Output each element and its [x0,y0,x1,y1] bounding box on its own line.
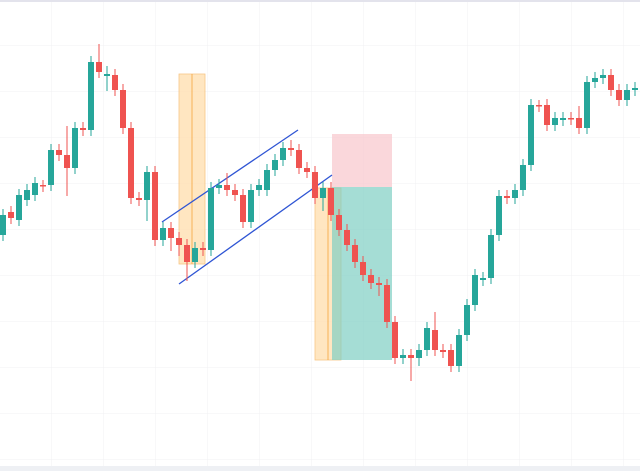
candle-body [432,330,438,350]
candle-body [0,215,6,235]
candle-body [576,118,582,128]
candle-body [144,172,150,200]
candle-body [320,188,326,198]
candle-body [40,185,46,187]
candle-body [56,150,62,155]
candle-body [456,335,462,366]
candle-body [544,105,550,125]
candle-body [32,183,38,195]
candle-body [136,198,142,200]
candle-body [584,82,590,128]
candle-body [240,195,246,222]
candle-body [464,305,470,335]
stop-zone [332,134,392,187]
candle-body [496,196,502,235]
candle-body [384,285,390,322]
candle-body [416,350,422,358]
candle-body [184,245,190,262]
candle-body [72,128,78,168]
candle-body [528,105,534,165]
candle-body [632,88,638,90]
candle-body [64,155,70,168]
candle-body [536,105,542,107]
candle-body [272,160,278,170]
candle-body [304,168,310,172]
candle-body [160,228,166,240]
candle-body [488,235,494,278]
candle-body [608,75,614,90]
candle-body [248,190,254,222]
candle-body [376,283,382,285]
candle-body [592,78,598,82]
candle-body [104,74,110,76]
candle-body [232,190,238,195]
candle-body [328,188,334,215]
candle-body [336,215,342,230]
candle-body [400,355,406,358]
candle-body [192,248,198,262]
candle-body [48,150,54,185]
candle-body [152,172,158,240]
top-border [0,0,640,2]
candle-body [568,118,574,120]
candle-body [200,248,206,250]
candle-body [448,350,454,366]
candle-body [128,128,134,198]
candle-body [224,185,230,190]
candle-body [8,212,14,218]
candle-body [288,148,294,150]
candle-body [24,190,30,200]
candle-body [344,230,350,245]
candle-body [424,328,430,350]
candle-body [112,75,118,90]
candle-body [408,355,414,358]
candle-body [360,262,366,275]
candle-body [504,196,510,198]
candle-body [552,118,558,125]
candle-body [296,150,302,168]
candle-body [560,118,566,120]
candle-body [472,275,478,305]
candle-body [216,185,222,188]
candle-body [480,278,486,280]
candles [0,44,638,381]
candle-body [176,238,182,245]
candle-body [88,62,94,130]
candle-body [600,75,606,78]
bottom-border [0,466,640,471]
candle-body [264,170,270,190]
candle-body [120,90,126,128]
candle-body [616,90,622,100]
candle-body [512,190,518,198]
candle-body [208,188,214,250]
candle-body [96,62,102,72]
candle-body [368,275,374,283]
candle-body [440,350,446,352]
candle-body [624,90,630,100]
candle-body [168,228,174,238]
candle-body [392,322,398,358]
candle-body [80,128,86,130]
candle-body [312,172,318,198]
candle-body [256,185,262,190]
candle-body [352,245,358,262]
channel-line [178,174,333,285]
candle-body [280,148,286,160]
candle-body [16,195,22,220]
channel-line [161,129,299,223]
candle-body [520,165,526,190]
